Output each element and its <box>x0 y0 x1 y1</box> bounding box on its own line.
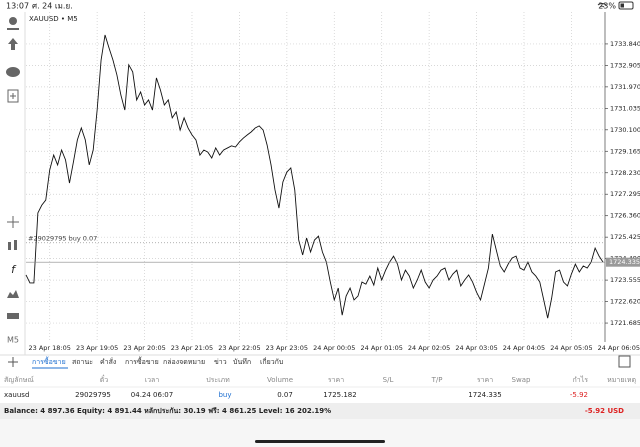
expand-button[interactable] <box>618 355 631 368</box>
new-order-plus <box>10 93 16 99</box>
column-header: Swap <box>512 376 531 384</box>
account-icon-base <box>7 28 19 30</box>
column-header: ราคา <box>477 376 493 384</box>
status-time: 13:07 <box>6 2 29 11</box>
candles-icon[interactable] <box>8 242 11 250</box>
column-header: สัญลักษณ์ <box>4 376 34 384</box>
y-tick-label: 1723.555 <box>610 276 640 284</box>
cell-price: 1724.335 <box>468 391 501 399</box>
add-button[interactable] <box>8 357 18 367</box>
x-tick-label: 23 Apr 20:05 <box>123 344 165 352</box>
column-header: กำไร <box>573 375 589 384</box>
battery-fill <box>620 3 624 8</box>
x-tick-label: 23 Apr 22:05 <box>218 344 260 352</box>
x-tick-label: 24 Apr 01:05 <box>361 344 403 352</box>
objects-icon[interactable] <box>7 290 19 298</box>
chart-type-icon[interactable] <box>7 313 19 319</box>
tab[interactable]: คำสั่ง <box>100 357 116 366</box>
y-tick-label: 1726.360 <box>610 212 640 220</box>
x-tick-label: 24 Apr 00:05 <box>313 344 355 352</box>
y-tick-label: 1730.100 <box>610 126 640 134</box>
candles-icon-2 <box>14 240 17 250</box>
crosshair-icon[interactable] <box>7 216 19 228</box>
x-tick-label: 24 Apr 02:05 <box>408 344 450 352</box>
left-toolbar: f M5 <box>6 17 20 345</box>
trade-table: สัญลักษณ์ ตั๋ว เวลา ประเภท Volume ราคา S/L T/P ร… <box>0 375 640 399</box>
column-header: ราคา <box>328 376 344 384</box>
tab[interactable]: การซื้อขาย <box>32 355 66 366</box>
y-tick-label: 1721.685 <box>610 319 640 327</box>
cell-time: 04.24 06:07 <box>131 391 173 399</box>
tab[interactable]: กล่องจดหมาย <box>163 358 205 366</box>
balance-bar <box>0 403 640 419</box>
x-tick-label: 24 Apr 05:05 <box>550 344 592 352</box>
column-header: หมายเหตุ <box>607 376 636 384</box>
chart-title: XAUUSD • M5 <box>29 15 78 23</box>
timeframe-icon[interactable]: M5 <box>7 336 19 345</box>
column-header: Volume <box>267 376 293 384</box>
cell-ticket: 29029795 <box>75 391 111 399</box>
home-indicator <box>255 440 385 443</box>
new-order-icon[interactable] <box>7 89 19 103</box>
plot-area: 1733.840 1732.905 1731.970 1731.035 1730.100… <box>25 12 640 352</box>
x-tick-label: 23 Apr 21:05 <box>171 344 213 352</box>
price-line <box>25 34 604 319</box>
cell-volume: 0.07 <box>277 391 293 399</box>
battery-level: 23% <box>598 2 616 11</box>
y-tick-label: 1731.970 <box>610 83 640 91</box>
y-tick-label: 1733.840 <box>610 40 640 48</box>
x-tick-label: 24 Apr 04:05 <box>503 344 545 352</box>
wifi-icon <box>597 3 607 8</box>
chat-icon[interactable] <box>6 67 20 77</box>
indicators-icon[interactable]: f <box>11 263 17 276</box>
total-profit: -5.92 USD <box>585 407 624 415</box>
x-tick-label: 24 Apr 06:05 <box>598 344 640 352</box>
x-tick-label: 23 Apr 23:05 <box>266 344 308 352</box>
column-header: ตั๋ว <box>100 375 109 384</box>
column-header: T/P <box>431 376 443 384</box>
y-tick-label: 1728.230 <box>610 169 640 177</box>
tab[interactable]: การซื้อขาย <box>125 355 159 366</box>
y-tick-label: 1727.295 <box>610 190 640 198</box>
tab[interactable]: ข่าว <box>214 358 227 366</box>
x-tick-label: 23 Apr 18:05 <box>29 344 71 352</box>
y-tick-label: 1731.035 <box>610 104 640 112</box>
status-date: ศ. 24 เม.ย. <box>32 2 73 11</box>
y-tick-label: 1732.905 <box>610 61 640 69</box>
tab[interactable]: บันทึก <box>233 357 251 366</box>
column-header: ประเภท <box>206 376 230 384</box>
account-icon[interactable] <box>9 17 17 25</box>
y-tick-label: 1725.425 <box>610 233 640 241</box>
x-tick-label: 23 Apr 19:05 <box>76 344 118 352</box>
battery-icon <box>618 1 634 10</box>
column-header: S/L <box>383 376 394 384</box>
y-tick-label: 1722.620 <box>610 298 640 306</box>
bid-label-box <box>606 257 640 267</box>
cell-open-price: 1725.182 <box>323 391 356 399</box>
trade-icon[interactable] <box>8 38 18 50</box>
tab[interactable]: เกี่ยวกับ <box>260 357 283 366</box>
tab-bar: การซื้อขาย สถานะ คำสั่ง การซื้อขาย กล่องจดหม… <box>32 355 283 369</box>
order-label: #29029795 buy 0.07 <box>28 235 97 243</box>
column-header: เวลา <box>145 376 160 384</box>
x-tick-label: 24 Apr 03:05 <box>455 344 497 352</box>
bid-label: 1724.335 <box>609 258 640 266</box>
tab[interactable]: สถานะ <box>72 358 93 366</box>
cell-symbol[interactable]: xauusd <box>4 391 29 399</box>
cell-profit: -5.92 <box>570 391 588 399</box>
y-tick-label: 1729.165 <box>610 147 640 155</box>
balance-summary: Balance: 4 897.36 Equity: 4 891.44 หลักป… <box>4 407 331 415</box>
cell-type: buy <box>218 391 231 399</box>
